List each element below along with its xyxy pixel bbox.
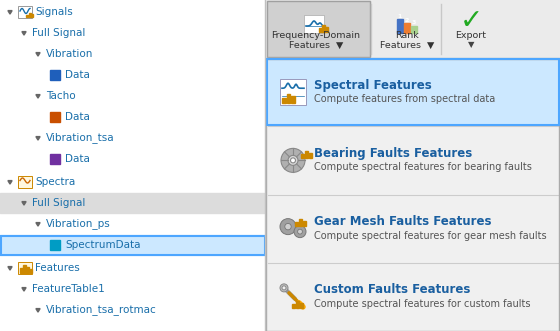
Polygon shape — [22, 31, 26, 35]
Text: Vibration: Vibration — [46, 49, 94, 59]
Circle shape — [294, 226, 306, 238]
Bar — [50, 70, 60, 80]
Bar — [50, 112, 60, 122]
Bar — [282, 98, 286, 103]
Polygon shape — [36, 137, 40, 140]
Bar — [292, 304, 295, 308]
Polygon shape — [8, 181, 12, 184]
Bar — [296, 301, 299, 308]
Text: FeatureTable1: FeatureTable1 — [32, 284, 105, 294]
Text: Features  ▼: Features ▼ — [289, 40, 343, 50]
Bar — [50, 240, 60, 250]
Bar — [0, 0, 265, 331]
Bar — [23, 265, 26, 273]
Text: Features  ▼: Features ▼ — [380, 40, 434, 50]
Text: Signals: Signals — [35, 7, 73, 17]
Text: Bearing Faults Features: Bearing Faults Features — [314, 147, 472, 160]
Text: Gear Mesh Faults Features: Gear Mesh Faults Features — [314, 215, 492, 228]
Bar — [267, 1, 370, 57]
Bar — [305, 151, 308, 158]
Bar — [18, 262, 32, 274]
Text: Vibration_tsa_rotmac: Vibration_tsa_rotmac — [46, 305, 157, 315]
Text: Data: Data — [65, 70, 90, 80]
Bar — [291, 96, 295, 103]
Bar — [266, 0, 560, 58]
Bar — [26, 267, 29, 273]
Text: 1: 1 — [398, 14, 402, 19]
Text: Custom Faults Features: Custom Faults Features — [314, 283, 470, 296]
Bar — [0, 193, 265, 213]
Polygon shape — [8, 11, 12, 14]
Bar — [300, 303, 303, 308]
Text: Data: Data — [65, 112, 90, 122]
Bar — [266, 58, 560, 331]
Circle shape — [297, 229, 302, 234]
Text: Rank: Rank — [395, 30, 419, 39]
Bar — [18, 6, 32, 18]
Bar — [325, 27, 328, 32]
Bar — [411, 26, 417, 33]
Polygon shape — [36, 95, 40, 98]
Text: Frequency-Domain: Frequency-Domain — [272, 30, 361, 39]
Bar — [29, 13, 30, 17]
Bar — [309, 153, 312, 158]
Polygon shape — [22, 202, 26, 205]
Text: ✓: ✓ — [459, 7, 483, 35]
Circle shape — [291, 158, 296, 163]
Text: Tacho: Tacho — [46, 91, 76, 101]
Bar — [31, 14, 33, 17]
Bar — [299, 218, 302, 226]
Bar — [322, 25, 325, 32]
Text: Compute spectral features for gear mesh faults: Compute spectral features for gear mesh … — [314, 231, 547, 241]
Text: ▼: ▼ — [468, 40, 474, 50]
Circle shape — [282, 286, 286, 290]
Text: Full Signal: Full Signal — [32, 28, 85, 38]
Bar — [302, 221, 306, 226]
Bar — [404, 23, 410, 33]
Polygon shape — [36, 223, 40, 226]
Bar — [18, 176, 32, 188]
Text: 3: 3 — [412, 21, 416, 25]
Circle shape — [280, 284, 288, 292]
Bar — [267, 58, 559, 125]
Text: Vibration_tsa: Vibration_tsa — [46, 132, 115, 143]
Text: Vibration_ps: Vibration_ps — [46, 218, 111, 229]
Text: Features: Features — [35, 263, 80, 273]
Bar — [301, 154, 304, 158]
Bar — [304, 15, 324, 33]
Polygon shape — [22, 288, 26, 291]
Bar — [319, 28, 321, 32]
Circle shape — [280, 218, 296, 235]
Bar — [397, 19, 403, 33]
Bar — [295, 222, 298, 226]
Text: Compute spectral features for custom faults: Compute spectral features for custom fau… — [314, 299, 530, 309]
Polygon shape — [36, 308, 40, 312]
Text: 2: 2 — [405, 18, 409, 23]
Text: Spectra: Spectra — [35, 177, 75, 187]
Circle shape — [281, 148, 305, 172]
Polygon shape — [8, 266, 12, 270]
Circle shape — [285, 223, 291, 230]
Bar — [20, 268, 22, 273]
Bar — [280, 79, 306, 105]
Text: Export: Export — [455, 30, 487, 39]
Bar — [0, 235, 265, 255]
Polygon shape — [36, 53, 40, 56]
Text: Full Signal: Full Signal — [32, 198, 85, 208]
Text: SpectrumData: SpectrumData — [65, 240, 141, 250]
Bar — [287, 94, 290, 103]
Text: Data: Data — [65, 154, 90, 164]
Text: Compute features from spectral data: Compute features from spectral data — [314, 94, 495, 104]
Text: Compute spectral features for bearing faults: Compute spectral features for bearing fa… — [314, 163, 532, 172]
Bar — [26, 15, 28, 17]
Text: Spectral Features: Spectral Features — [314, 79, 432, 92]
Circle shape — [288, 155, 298, 166]
Bar — [30, 269, 32, 273]
Bar — [50, 154, 60, 164]
